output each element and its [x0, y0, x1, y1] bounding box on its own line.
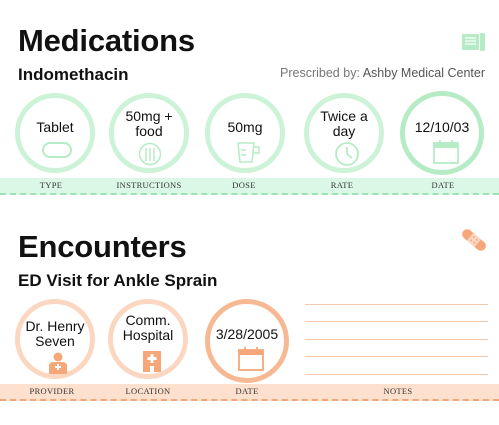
medications-title: Medications: [18, 23, 195, 58]
med-dose-value: 50mg: [227, 119, 263, 135]
doctor-icon: [48, 352, 68, 379]
note-line: [305, 321, 488, 322]
enc-location-value: Comm. Hospital: [122, 312, 174, 343]
pill-icon: [42, 142, 72, 163]
med-dose-circle: 50mg: [205, 93, 285, 173]
medications-label-band: TYPE INSTRUCTIONS DOSE RATE DATE: [0, 178, 499, 195]
label-instructions: INSTRUCTIONS: [116, 180, 182, 190]
bandage-icon: [458, 226, 490, 254]
note-line: [305, 339, 488, 340]
note-line: [305, 304, 488, 305]
encounters-label-band: PROVIDER LOCATION DATE NOTES: [0, 384, 499, 401]
encounters-title: Encounters: [18, 229, 187, 264]
prescribed-by: Prescribed by: Ashby Medical Center: [280, 66, 485, 80]
note-line: [305, 374, 488, 375]
enc-date-circle: 3/28/2005: [205, 299, 289, 383]
med-type-circle: Tablet: [15, 93, 95, 173]
med-rate-value: Twice a day: [320, 108, 368, 139]
med-rate-circle: Twice a day: [304, 93, 384, 173]
calendar-icon: [433, 140, 459, 169]
med-instructions-value: 50mg + food: [125, 108, 173, 139]
measuring-cup-icon: [235, 140, 261, 169]
calendar-icon: [238, 347, 264, 376]
prescribed-by-label: Prescribed by:: [280, 66, 360, 80]
enc-location-circle: Comm. Hospital: [108, 299, 188, 379]
enc-provider-value: Dr. Henry Seven: [25, 318, 85, 349]
prescription-pad-icon: [461, 32, 487, 52]
med-date-value: 12/10/03: [414, 119, 470, 135]
label-notes: NOTES: [383, 386, 413, 396]
hospital-icon: [142, 348, 162, 377]
med-type-value: Tablet: [36, 119, 74, 135]
enc-provider-circle: Dr. Henry Seven: [15, 299, 95, 379]
prescriber-name: Ashby Medical Center: [362, 66, 485, 80]
med-instructions-circle: 50mg + food: [109, 93, 189, 173]
med-date-circle: 12/10/03: [400, 91, 484, 175]
enc-date-value: 3/28/2005: [215, 326, 279, 342]
encounter-visit-title: ED Visit for Ankle Sprain: [18, 271, 218, 290]
label-provider: PROVIDER: [29, 386, 75, 396]
note-line: [305, 356, 488, 357]
medication-name: Indomethacin: [18, 65, 129, 84]
clock-icon: [334, 141, 360, 172]
label-dose: DOSE: [232, 180, 256, 190]
label-rate: RATE: [330, 180, 354, 190]
label-enc-date: DATE: [235, 386, 259, 396]
label-type: TYPE: [39, 180, 63, 190]
plate-utensils-icon: [137, 142, 163, 171]
label-date: DATE: [431, 180, 455, 190]
label-location: LOCATION: [125, 386, 171, 396]
